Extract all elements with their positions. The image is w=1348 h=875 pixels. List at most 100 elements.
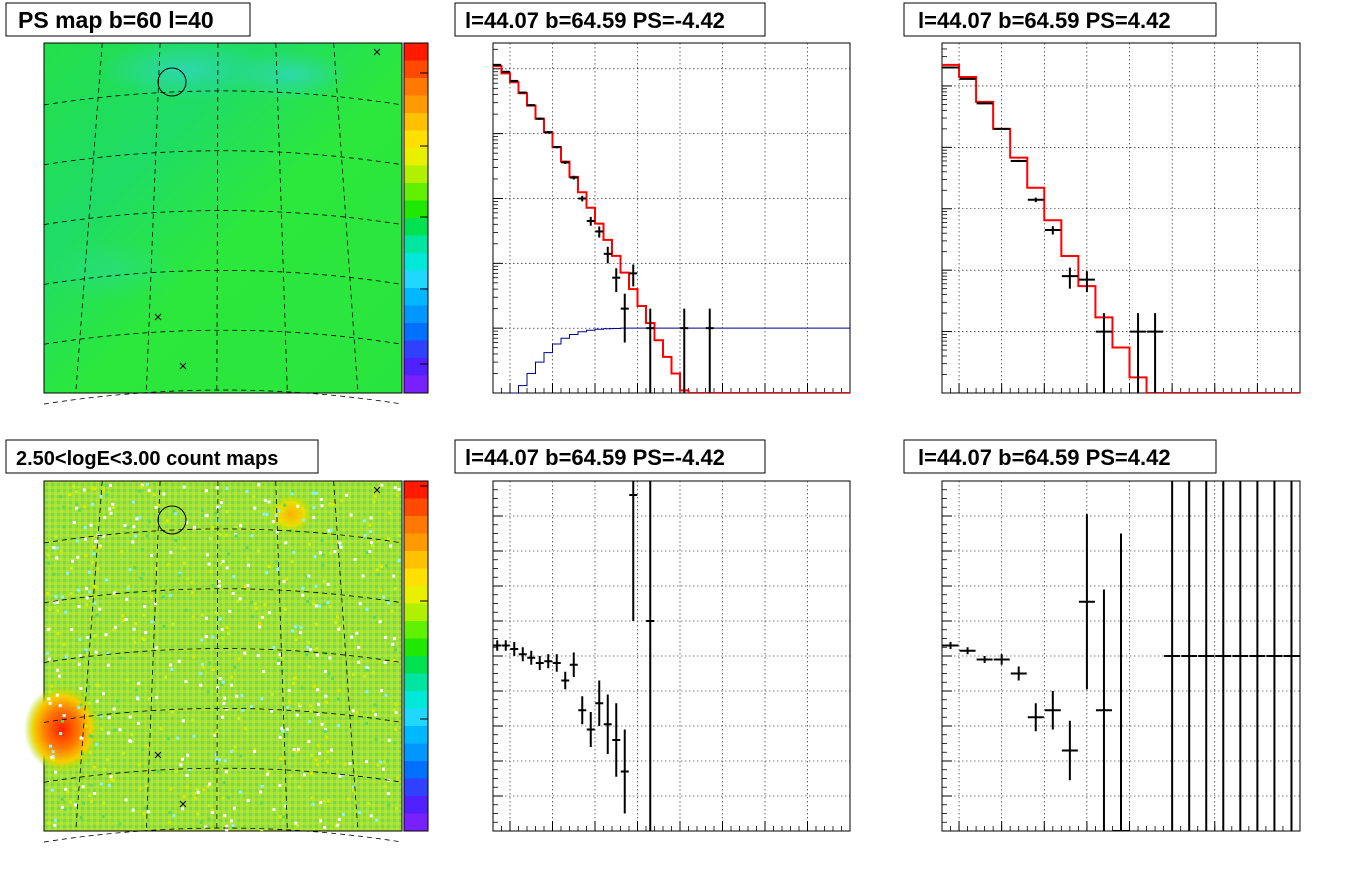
noise-pixel (126, 526, 130, 530)
noise-pixel (51, 750, 55, 754)
noise-pixel (338, 774, 342, 778)
noise-pixel (295, 750, 299, 754)
noise-pixel (186, 753, 190, 757)
noise-pixel (315, 653, 319, 657)
noise-pixel (93, 487, 97, 491)
noise-pixel (396, 776, 400, 780)
noise-pixel (142, 613, 146, 617)
noise-pixel (156, 769, 160, 773)
noise-pixel (111, 502, 115, 506)
map-top-cyan-region (40, 240, 180, 300)
noise-pixel (328, 605, 332, 609)
noise-pixel (317, 744, 321, 748)
noise-pixel (102, 692, 105, 696)
noise-pixel (281, 509, 285, 513)
noise-pixel (316, 688, 320, 692)
noise-pixel (230, 683, 234, 687)
noise-pixel (343, 762, 347, 766)
longitude-gridline (216, 480, 219, 832)
noise-pixel (367, 802, 371, 806)
noise-pixel (138, 516, 142, 520)
noise-pixel (141, 572, 145, 576)
noise-pixel (181, 807, 185, 811)
noise-pixel (105, 493, 109, 497)
noise-pixel (138, 489, 142, 493)
noise-pixel (119, 656, 123, 660)
noise-pixel (326, 601, 330, 604)
noise-pixel (182, 546, 186, 550)
noise-pixel (318, 551, 322, 555)
noise-pixel (85, 586, 89, 590)
noise-pixel (286, 706, 290, 710)
longitude-gridline (75, 42, 103, 394)
noise-pixel (348, 762, 352, 766)
noise-pixel (397, 559, 401, 563)
noise-pixel (246, 584, 250, 587)
noise-pixel (174, 512, 178, 516)
noise-pixel (96, 567, 100, 571)
noise-pixel (194, 796, 198, 800)
noise-pixel (380, 483, 384, 487)
noise-pixel (93, 765, 96, 769)
noise-pixel (200, 663, 204, 667)
noise-pixel (392, 658, 396, 662)
noise-pixel (220, 628, 224, 632)
longitude-gridline (333, 480, 359, 832)
noise-pixel (94, 650, 98, 654)
noise-pixel (331, 677, 334, 680)
noise-pixel (238, 597, 242, 601)
noise-pixel (92, 545, 96, 549)
noise-pixel (322, 579, 326, 583)
noise-pixel (58, 704, 62, 708)
longitude-gridline (275, 480, 288, 832)
noise-pixel (48, 701, 52, 705)
noise-pixel (325, 760, 329, 764)
noise-pixel (325, 735, 329, 739)
colorbar-segment (404, 95, 428, 114)
noise-pixel (65, 655, 68, 658)
noise-pixel (361, 574, 365, 578)
map-top-cross-markers (154, 48, 381, 370)
noise-pixel (133, 640, 137, 644)
noise-pixel (307, 574, 311, 578)
noise-pixel (101, 814, 105, 818)
noise-pixel (250, 600, 254, 604)
noise-pixel (352, 672, 356, 676)
latitude-gridline (43, 329, 403, 345)
noise-pixel (88, 734, 92, 738)
noise-pixel (363, 674, 367, 678)
colorbar-segment (404, 726, 428, 744)
noise-pixel (82, 801, 85, 805)
colorbar-segment (404, 130, 428, 149)
noise-pixel (75, 539, 79, 543)
noise-pixel (154, 505, 158, 509)
noise-pixel (290, 492, 294, 496)
noise-pixel (245, 490, 249, 494)
noise-pixel (201, 666, 205, 669)
noise-pixel (109, 483, 112, 487)
noise-pixel (252, 495, 256, 499)
noise-pixel (225, 824, 229, 828)
noise-pixel (215, 758, 218, 762)
noise-pixel (397, 534, 401, 538)
noise-pixel (277, 658, 281, 662)
noise-pixel (353, 558, 357, 561)
noise-pixel (201, 513, 205, 517)
noise-pixel (306, 599, 310, 603)
noise-pixel (324, 727, 328, 731)
noise-pixel (383, 760, 387, 764)
noise-pixel (337, 689, 341, 692)
noise-pixel (357, 660, 361, 664)
noise-pixel (121, 619, 125, 623)
noise-pixel (87, 685, 91, 689)
noise-pixel (143, 806, 147, 810)
data-point (1181, 481, 1198, 831)
noise-pixel (123, 524, 127, 527)
noise-pixel (225, 510, 229, 514)
latitude-gridline (43, 708, 403, 723)
noise-pixel (131, 500, 135, 504)
noise-pixel (140, 548, 144, 552)
data-point (959, 647, 976, 655)
noise-pixel (90, 800, 93, 803)
noise-pixel (336, 823, 340, 827)
